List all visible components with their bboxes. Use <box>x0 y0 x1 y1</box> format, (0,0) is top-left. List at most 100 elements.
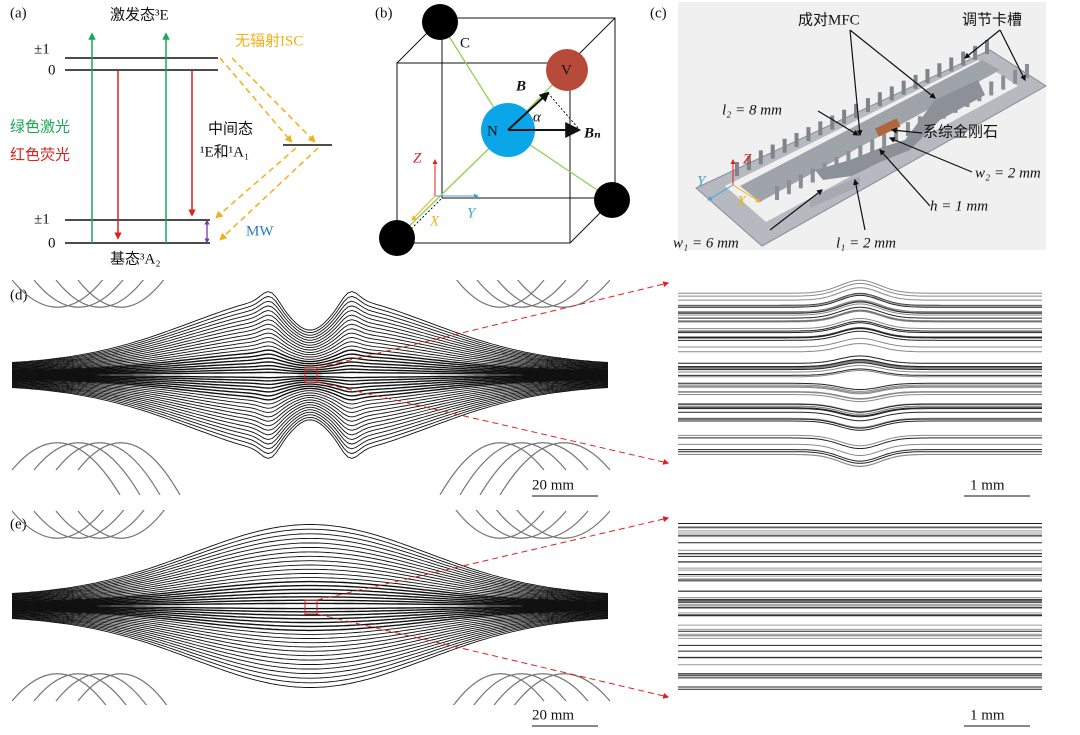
field-line <box>12 612 608 647</box>
dimension: h = 1 mm <box>930 198 988 214</box>
dimension: l₂ = 8 mm <box>722 102 782 118</box>
atom-label: N <box>487 123 498 139</box>
field-line <box>678 418 1042 427</box>
field-line <box>500 255 610 307</box>
axis-label: Z <box>413 150 422 166</box>
level-label: 0 <box>48 235 56 251</box>
tooth <box>1025 64 1029 78</box>
tooth <box>878 92 882 106</box>
field-line <box>460 486 566 538</box>
vector-label: B <box>515 78 526 94</box>
field-lines <box>12 255 610 495</box>
mw-label: MW <box>246 223 274 239</box>
vector-label: Bₙ <box>583 125 601 141</box>
callout: 成对MFC <box>798 11 860 28</box>
field-line <box>440 443 544 495</box>
panel-label: (b) <box>375 5 393 21</box>
axis-label: Z <box>743 151 752 167</box>
axis-label: X <box>736 193 747 209</box>
field-line <box>440 486 544 538</box>
field-line <box>480 486 588 538</box>
isc-label: 无辐射ISC <box>235 32 303 49</box>
scale-label: 20 mm <box>532 477 574 493</box>
tooth <box>1013 70 1017 84</box>
tooth <box>937 63 941 77</box>
field-line <box>678 454 1042 466</box>
field-line <box>678 280 1042 293</box>
level-label: ±1 <box>34 41 50 57</box>
field-line <box>12 486 120 538</box>
axis-label: X <box>429 213 440 229</box>
dimension: w₂ = 2 mm <box>975 165 1041 181</box>
field-line <box>678 344 1042 352</box>
dimension: l₁ = 2 mm <box>836 235 896 251</box>
atom-label: V <box>561 62 572 78</box>
tooth <box>949 57 953 71</box>
field-line <box>34 443 140 495</box>
field-line <box>34 674 140 726</box>
tooth <box>735 162 739 176</box>
tooth <box>1001 76 1005 90</box>
zoom-field-lines <box>678 523 1042 689</box>
field-line <box>12 565 608 600</box>
field-line <box>78 443 180 495</box>
tooth <box>818 121 822 135</box>
field-line <box>440 674 544 726</box>
field-line <box>78 674 180 726</box>
tooth <box>961 52 965 66</box>
tooth <box>890 86 894 100</box>
panel-e: (e) 20 mm 1 mm <box>10 486 1042 726</box>
state-label: 中间态 <box>208 120 253 137</box>
tooth <box>866 98 870 112</box>
field-line <box>12 443 120 495</box>
projection <box>548 93 578 128</box>
tooth <box>906 122 910 136</box>
state-label: 基态³A₂ <box>110 250 161 267</box>
field-line <box>12 255 120 307</box>
tooth <box>795 133 799 147</box>
panel-label: (d) <box>10 287 28 303</box>
laser-label: 绿色激光 <box>10 118 70 135</box>
state-label: 激发态³E <box>110 6 169 23</box>
figure: (a) 激发态³E ±1 0 ±1 0 无辐射ISC 绿色激光 红色荧光 中间态… <box>0 0 1080 735</box>
tooth <box>925 69 929 83</box>
zoom-field-lines <box>678 280 1042 466</box>
field-lines <box>12 486 610 726</box>
panel-label: (a) <box>10 5 27 21</box>
atom-label: C <box>460 35 470 51</box>
panel-label: (c) <box>650 5 667 21</box>
callout: 调节卡槽 <box>962 11 1022 28</box>
tooth <box>799 174 803 188</box>
field-line <box>460 255 566 307</box>
tooth <box>783 139 787 153</box>
panel-d: (d) 20 mm 1 mm <box>10 255 1042 496</box>
field-line <box>480 255 588 307</box>
field-line <box>78 486 180 538</box>
panel-b: (b) C V N B α Bₙ Z Y X <box>375 4 630 256</box>
field-line <box>34 486 140 538</box>
tooth <box>973 46 977 60</box>
tooth <box>771 145 775 159</box>
panel-c: (c) 成对MFC 调节卡槽 l₂ = 8 mm 系综金刚石 w₂ = 2 mm… <box>650 2 1046 251</box>
state-label: ¹E和¹A₁ <box>200 143 249 160</box>
callout: 系综金刚石 <box>923 123 998 140</box>
tooth <box>989 81 993 95</box>
field-line <box>500 486 610 538</box>
tooth <box>806 127 810 141</box>
carbon-atom <box>379 220 415 256</box>
scale-label: 1 mm <box>970 477 1005 493</box>
panel-a: (a) 激发态³E ±1 0 ±1 0 无辐射ISC 绿色激光 红色荧光 中间态… <box>10 5 332 267</box>
field-line <box>440 255 544 307</box>
dimension: w₁ = 6 mm <box>673 235 739 251</box>
tooth <box>759 150 763 164</box>
tooth <box>830 116 834 130</box>
tooth <box>775 186 779 200</box>
tooth <box>811 169 815 183</box>
carbon-atom <box>594 182 630 218</box>
field-line <box>678 421 1042 430</box>
angle-label: α <box>533 109 542 125</box>
carbon-atom <box>422 4 458 40</box>
scale-label: 1 mm <box>970 707 1005 723</box>
field-line <box>678 455 1042 467</box>
tooth <box>882 134 886 148</box>
